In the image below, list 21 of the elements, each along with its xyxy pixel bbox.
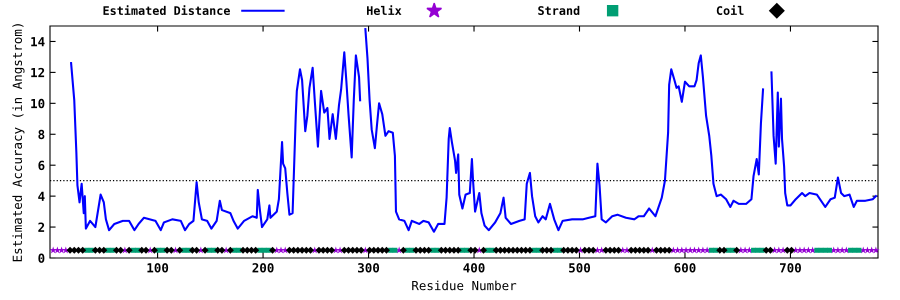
y-tick-label: 10 — [31, 98, 44, 108]
x-tick-label: 200 — [252, 263, 274, 273]
y-tick-label: 6 — [38, 160, 44, 170]
y-tick-label: 8 — [38, 130, 44, 140]
x-tick-label: 100 — [147, 263, 168, 273]
y-axis-title: Estimated Accuracy (in Angstrom) — [12, 24, 25, 262]
legend-label: Estimated Distance — [103, 5, 230, 16]
legend-label: Strand — [538, 6, 580, 16]
x-tick-label: 700 — [780, 263, 801, 273]
y-tick-label: 14 — [31, 37, 45, 46]
x-tick-label: 300 — [358, 263, 380, 273]
y-tick-label: 0 — [38, 253, 44, 263]
x-axis-title: Residue Number — [412, 280, 516, 290]
y-tick-label: 4 — [38, 192, 45, 201]
x-tick-label: 400 — [463, 263, 485, 273]
y-tick-label: 12 — [31, 68, 44, 78]
y-tick-label: 2 — [38, 222, 44, 232]
legend-label: Helix — [367, 5, 402, 16]
legend-label: Coil — [716, 5, 744, 16]
x-tick-label: 500 — [569, 263, 590, 273]
x-tick-label: 600 — [674, 263, 696, 273]
